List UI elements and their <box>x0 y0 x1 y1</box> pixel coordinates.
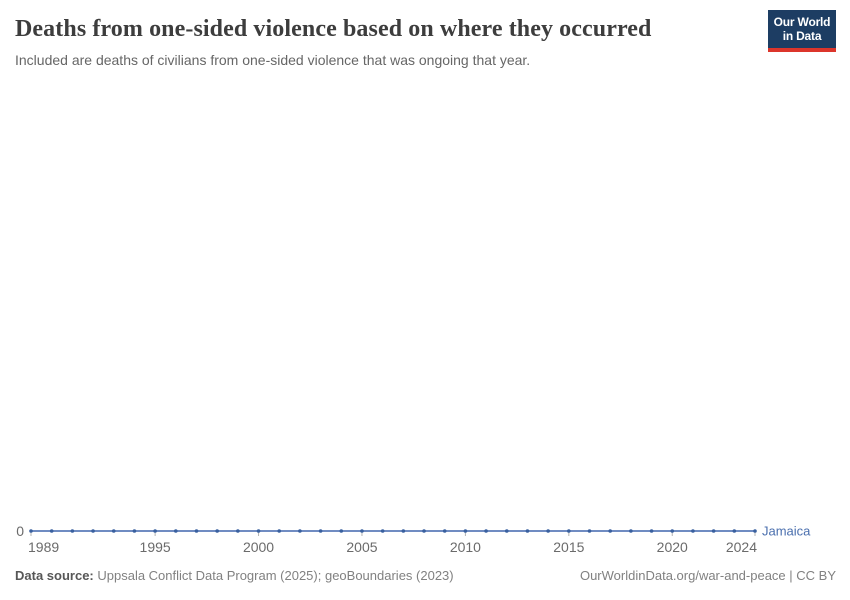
y-axis-tick-label: 0 <box>16 523 24 539</box>
x-axis-tick-label: 2010 <box>450 539 481 555</box>
data-point <box>587 529 592 533</box>
x-axis-tick-label: 2024 <box>726 539 757 555</box>
data-source-value: Uppsala Conflict Data Program (2025); ge… <box>93 568 454 583</box>
data-point <box>215 529 219 533</box>
data-source-label: Data source: <box>15 568 94 583</box>
data-point <box>504 529 509 533</box>
data-point <box>91 529 95 533</box>
data-point <box>111 529 116 533</box>
series-entity-label: Jamaica <box>762 524 811 539</box>
data-point <box>463 529 468 533</box>
x-axis-tick-label: 2000 <box>243 539 274 555</box>
x-axis-tick-label: 1995 <box>140 539 171 555</box>
data-point <box>380 529 385 533</box>
data-point <box>670 529 675 533</box>
x-axis-tick-label: 1989 <box>28 539 59 555</box>
owid-logo-line2: in Data <box>782 29 822 43</box>
owid-url-link[interactable]: OurWorldinData.org/war-and-peace | CC BY <box>579 568 836 583</box>
data-point <box>629 529 633 533</box>
data-point <box>153 529 157 533</box>
x-axis-tick-label: 2005 <box>346 539 377 555</box>
data-point <box>174 529 178 533</box>
data-source-note: Data source: Uppsala Conflict Data Progr… <box>15 567 454 584</box>
data-point <box>484 529 488 533</box>
owid-logo-line1: Our World <box>773 15 831 29</box>
x-axis-tick-label: 2020 <box>657 539 688 555</box>
data-point <box>442 529 447 533</box>
page-title: Deaths from one-sided violence based on … <box>15 16 652 42</box>
data-point <box>711 529 716 533</box>
data-point <box>132 529 137 533</box>
data-point <box>422 529 426 533</box>
data-point <box>298 529 302 533</box>
data-point <box>70 529 75 533</box>
owid-logo: Our World in Data <box>768 10 836 52</box>
data-point <box>567 529 571 533</box>
data-point <box>546 529 550 533</box>
data-point <box>401 529 406 533</box>
data-point <box>753 529 757 533</box>
data-point <box>29 529 33 533</box>
data-point <box>525 529 530 533</box>
page-subtitle: Included are deaths of civilians from on… <box>15 52 531 68</box>
data-point <box>256 529 261 533</box>
data-point <box>339 529 344 533</box>
data-point <box>608 529 612 533</box>
data-point <box>236 529 240 533</box>
data-point <box>318 529 323 533</box>
data-point <box>649 529 654 533</box>
data-point <box>277 529 282 533</box>
data-point <box>691 529 695 533</box>
data-point <box>360 529 364 533</box>
x-axis-tick-label: 2015 <box>553 539 584 555</box>
data-point <box>194 529 199 533</box>
data-point <box>49 529 54 533</box>
data-point <box>732 529 737 533</box>
chart-footer: Data source: Uppsala Conflict Data Progr… <box>15 567 836 584</box>
